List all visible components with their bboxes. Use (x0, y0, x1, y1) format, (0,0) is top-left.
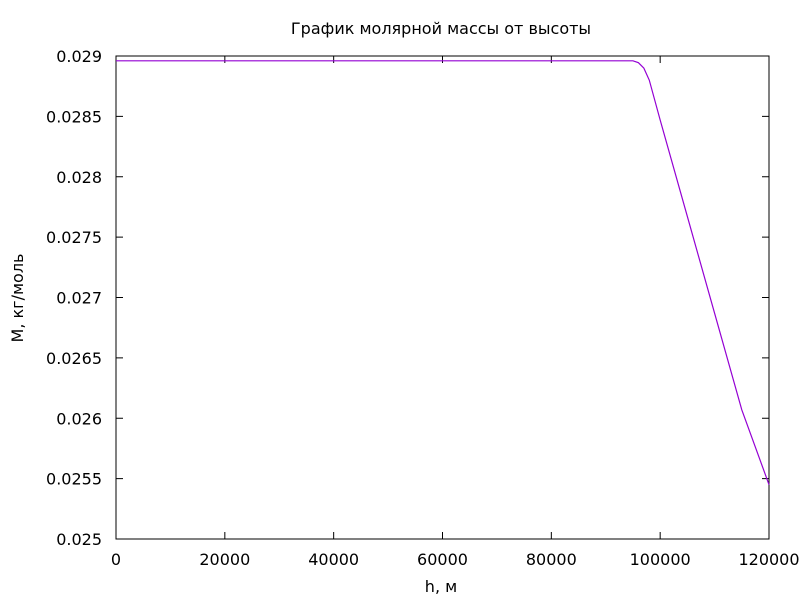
y-axis-title: M, кг/моль (8, 254, 27, 343)
chart-title: График молярной массы от высоты (291, 19, 591, 38)
x-axis-title: h, м (425, 577, 457, 596)
tick-labels: 0 20000 40000 60000 80000 100000 120000 0.025 0.… (46, 47, 800, 569)
x-tick-label: 40000 (308, 550, 359, 569)
x-tick-label: 20000 (199, 550, 250, 569)
y-tick-label: 0.029 (56, 47, 102, 66)
x-tick-label: 60000 (417, 550, 468, 569)
y-tick-label: 0.0285 (46, 107, 102, 126)
x-tick-label: 100000 (630, 550, 691, 569)
x-tick-label: 80000 (526, 550, 577, 569)
y-tick-label: 0.025 (56, 530, 102, 549)
tick-marks (115, 55, 770, 540)
plot-frame (115, 55, 770, 540)
series-line (116, 60, 770, 485)
y-tick-label: 0.0255 (46, 470, 102, 489)
x-tick-label: 120000 (738, 550, 799, 569)
y-tick-label: 0.027 (56, 289, 102, 308)
y-tick-label: 0.0275 (46, 228, 102, 247)
y-tick-label: 0.028 (56, 168, 102, 187)
y-tick-label: 0.0265 (46, 349, 102, 368)
x-tick-label: 0 (111, 550, 121, 569)
y-tick-label: 0.026 (56, 409, 102, 428)
